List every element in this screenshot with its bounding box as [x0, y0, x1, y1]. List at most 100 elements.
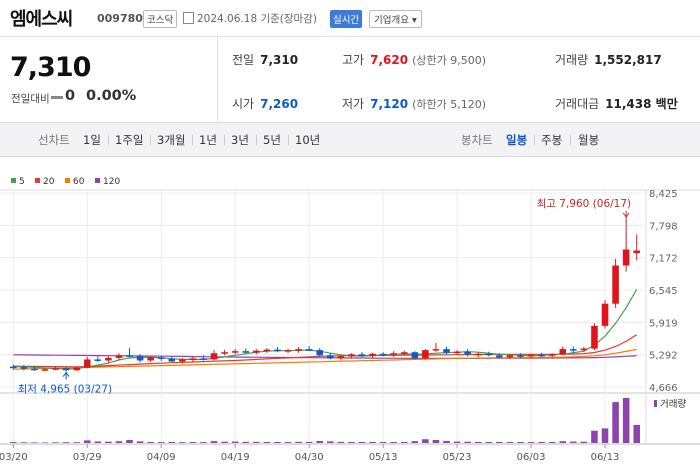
y-tick-label: 7,172: [649, 254, 678, 265]
y-tick-label: 8,425: [649, 189, 678, 200]
candle-body: [633, 250, 640, 254]
x-tick-label: 04/30: [295, 452, 324, 463]
flat-change-icon: [51, 96, 63, 99]
volume-bar: [305, 441, 313, 443]
volume-bar: [147, 441, 154, 443]
candle-body: [200, 358, 207, 360]
candle-body: [10, 366, 17, 369]
volume-bar: [316, 441, 323, 443]
y-tick-label: 4,666: [649, 383, 678, 394]
change-value: 0: [65, 88, 76, 104]
legend-swatch: [65, 178, 70, 183]
volume-bar: [189, 442, 197, 443]
candle-body: [284, 350, 292, 352]
candle-body: [316, 350, 323, 356]
x-tick-label: 03/20: [0, 452, 28, 463]
volume-bar: [62, 442, 70, 443]
candle-body: [390, 353, 397, 355]
volume-bar: [422, 439, 429, 443]
stock-code: 009780: [97, 12, 143, 25]
candle-body: [337, 356, 345, 359]
volume-bar: [400, 441, 408, 443]
candle-body: [147, 357, 154, 361]
stock-header: 엠에스씨 009780 코스닥 2024.06.18 기준(장마감) 실시간 기…: [0, 0, 700, 37]
candle-body: [464, 351, 471, 355]
x-tick-label: 05/23: [443, 452, 472, 463]
volume-bar: [242, 441, 250, 443]
realtime-button[interactable]: 실시간: [330, 10, 363, 28]
candle-body: [432, 349, 440, 351]
tab-daily[interactable]: 일봉: [506, 133, 528, 147]
volume-bar: [83, 440, 91, 443]
candle-body: [305, 349, 313, 351]
x-tick-label: 06/13: [591, 452, 620, 463]
volume-bar: [31, 442, 38, 443]
candle-body: [263, 349, 271, 352]
volume-bar: [506, 442, 514, 443]
volume-bar: [548, 442, 556, 443]
stock-name: 엠에스씨: [10, 9, 73, 30]
candle-body: [83, 359, 91, 368]
tab-separator: [256, 135, 257, 145]
volume-bar: [274, 442, 281, 443]
candle-body: [474, 353, 482, 356]
volume-bar: [168, 441, 176, 443]
candle-body: [62, 368, 70, 371]
legend-label: 5: [19, 177, 25, 187]
tab-monthly[interactable]: 월봉: [578, 133, 600, 147]
candle-body: [157, 357, 165, 359]
candle-body: [496, 355, 503, 358]
candle-body: [443, 349, 450, 353]
volume-bar: [538, 441, 545, 443]
tab-1d[interactable]: 1일: [83, 133, 101, 147]
candle-body: [327, 355, 334, 359]
volume-bar: [390, 442, 397, 443]
y-tick-label: 7,798: [649, 221, 678, 232]
tab-1y[interactable]: 1년: [199, 133, 217, 147]
low-arrow-head-icon: [62, 371, 70, 377]
tab-10y[interactable]: 10년: [295, 133, 321, 147]
candle-body: [485, 353, 493, 356]
calendar-icon: [183, 12, 194, 24]
company-overview-dropdown[interactable]: 기업개요 ▾: [369, 10, 422, 28]
volume-bar: [559, 441, 567, 443]
candle-body: [242, 351, 250, 353]
high-annotation: 최고 7,960 (06/17): [537, 198, 632, 210]
chart-legend: 5 20 60 120: [11, 177, 120, 187]
volume-bar: [41, 442, 49, 443]
volume-bar: [157, 442, 165, 443]
volume-bar: [210, 441, 218, 443]
current-price: 7,310: [10, 52, 91, 83]
tab-3y[interactable]: 3년: [231, 133, 249, 147]
tab-weekly[interactable]: 주봉: [541, 133, 563, 147]
candle-body: [369, 353, 376, 356]
stat-amount: 거래대금 11,438 백만: [555, 97, 678, 111]
candle-body: [358, 354, 366, 356]
volume-bar: [464, 441, 471, 443]
candle-body: [189, 358, 197, 360]
tab-3m[interactable]: 3개월: [157, 133, 186, 147]
candles: [10, 216, 640, 372]
y-tick-label: 5,292: [649, 351, 678, 362]
volume-bar: [379, 442, 387, 443]
candle-body: [221, 352, 228, 354]
candle-chart-label: 봉차트: [461, 133, 493, 147]
candle-body: [253, 350, 260, 353]
candle-body: [231, 351, 239, 353]
tab-separator: [192, 135, 193, 145]
candle-body: [73, 367, 80, 371]
tab-5y[interactable]: 5년: [263, 133, 281, 147]
legend-label: 20: [43, 177, 55, 187]
market-badge: 코스닥: [143, 10, 178, 28]
volume-bar: [73, 442, 80, 443]
candlestick-chart[interactable]: 5 20 60 120 8,425 7,798 7,172 6,545 5,919 5,292 4…: [0, 160, 700, 465]
tab-1w[interactable]: 1주일: [115, 133, 144, 147]
volume-bars: 거래량: [10, 398, 686, 443]
candle-body: [559, 349, 567, 355]
legend-label: 60: [73, 177, 85, 187]
volume-bar: [411, 441, 419, 443]
tab-separator: [150, 135, 151, 145]
volume-bar: [570, 441, 577, 443]
candle-body: [517, 355, 524, 357]
candle-body: [411, 352, 419, 359]
